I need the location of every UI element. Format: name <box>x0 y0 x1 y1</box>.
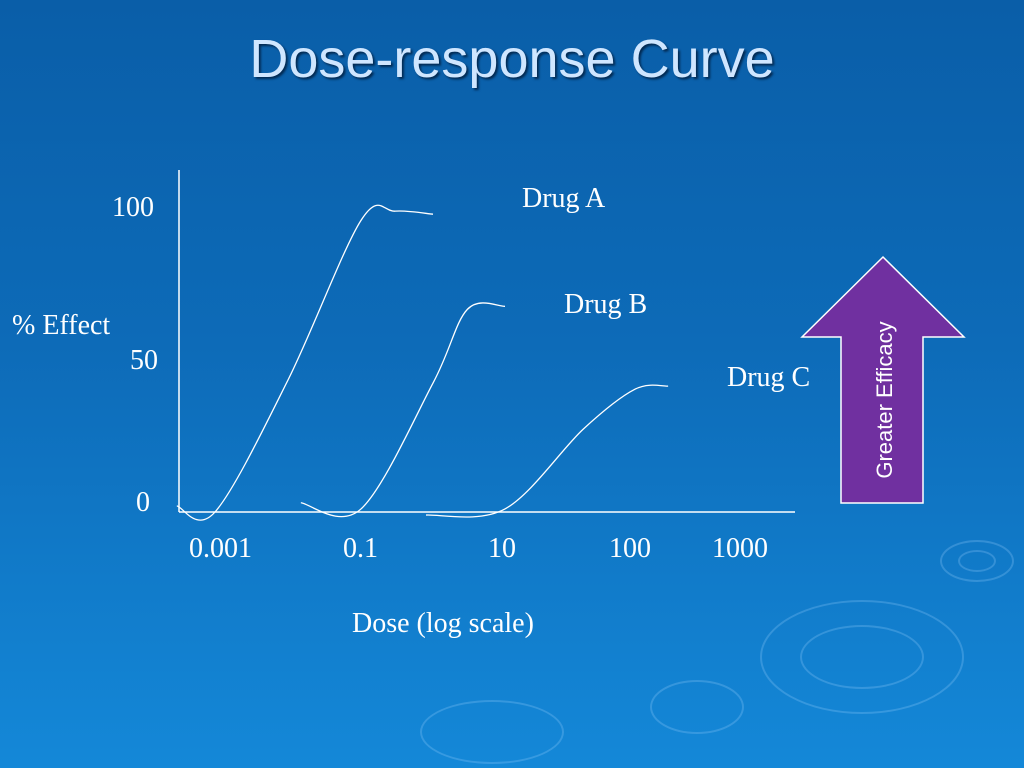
series-line-drug-a <box>176 204 434 521</box>
ripple-decoration <box>940 540 1014 582</box>
x-tick-label: 100 <box>609 533 651 564</box>
ripple-decoration <box>420 700 564 764</box>
series-line-drug-c <box>425 384 669 518</box>
series-label-drug-c: Drug C <box>727 362 811 393</box>
slide-title: Dose-response Curve <box>249 29 775 89</box>
ripple-decoration <box>760 600 964 714</box>
series-label-drug-b: Drug B <box>564 289 648 320</box>
efficacy-arrow-shape <box>800 255 966 504</box>
x-tick-label: 10 <box>488 533 516 564</box>
y-tick-label: 50 <box>130 345 158 376</box>
ripple-decoration <box>650 680 744 734</box>
y-tick-label: 100 <box>112 192 154 223</box>
ripple-decoration <box>800 625 924 689</box>
series-label-drug-a: Drug A <box>522 183 606 214</box>
x-axis-title: Dose (log scale) <box>352 608 534 639</box>
efficacy-arrow-label: Greater Efficacy <box>872 321 897 479</box>
x-tick-label: 1000 <box>712 533 768 564</box>
ripple-decoration <box>958 550 996 572</box>
series-line-drug-b <box>300 302 506 518</box>
x-tick-label: 0.1 <box>343 533 378 564</box>
y-tick-label: 0 <box>136 487 150 518</box>
y-axis-title: % Effect <box>12 310 111 341</box>
x-tick-label: 0.001 <box>189 533 252 564</box>
efficacy-arrow <box>800 255 966 504</box>
